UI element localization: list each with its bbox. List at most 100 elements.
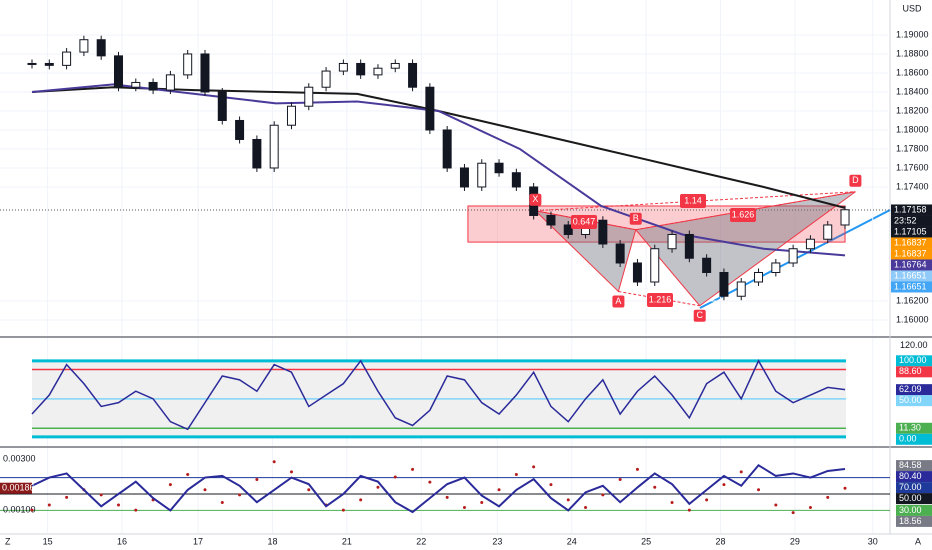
candle	[459, 167, 469, 188]
candle	[113, 55, 123, 88]
candle	[615, 243, 625, 264]
axis-badge	[896, 482, 932, 494]
axis-badge-label: 88.60	[899, 366, 922, 376]
indicator-dot	[584, 506, 588, 510]
indicator-dot	[359, 498, 363, 502]
candle	[269, 124, 279, 169]
candle	[390, 62, 400, 69]
y-tick-label: 1.18200	[896, 105, 929, 115]
pattern-label-box	[529, 193, 542, 206]
indicator-dot	[601, 493, 605, 497]
x-tick-label: 16	[117, 536, 127, 546]
candle	[321, 70, 331, 88]
indicator-dot	[30, 508, 34, 512]
candle	[546, 214, 556, 226]
indicator-dot	[705, 498, 709, 502]
indicator-line	[31, 463, 846, 514]
axis-badge	[891, 281, 932, 293]
axis-badge	[896, 355, 932, 367]
y-tick-label: 1.17800	[896, 143, 929, 153]
ratio-box	[571, 215, 597, 229]
x-tick-label: 25	[641, 536, 651, 546]
candle	[840, 209, 850, 226]
axis-badge-label: 84.58	[899, 460, 922, 470]
indicator-dot	[774, 503, 778, 507]
candle	[356, 62, 366, 76]
pattern-label-box	[849, 174, 862, 187]
axis-badge-label: 30.00	[899, 505, 922, 515]
candle	[650, 248, 660, 283]
axis-badge	[896, 433, 932, 445]
x-tick-label: 21	[342, 536, 352, 546]
candle	[373, 67, 383, 76]
candle	[719, 271, 729, 297]
indicator-dot	[670, 500, 674, 504]
axis-badge	[891, 248, 932, 260]
axis-badge-label: 80.40	[899, 471, 922, 481]
indicator-dot	[220, 500, 224, 504]
x-tick-label: 23	[492, 536, 502, 546]
indicator-dot	[428, 480, 432, 484]
y-tick-label-left: 0.00300	[3, 454, 36, 464]
axis-badge-label: 100.00	[899, 355, 927, 365]
axis-badge-label: 50.00	[899, 493, 922, 503]
indicator-dot	[376, 485, 380, 489]
candle	[286, 105, 296, 126]
candle	[563, 224, 573, 235]
ratio-label: 1.626	[732, 209, 755, 219]
indicator-dot	[653, 485, 657, 489]
axis-badge-label: 1.16837	[894, 248, 927, 258]
indicator-dot	[462, 506, 466, 510]
indicator-dot	[134, 508, 138, 512]
pattern-label: A	[615, 296, 621, 306]
y-tick-label: 1.17400	[896, 181, 929, 191]
x-tick-label: 28	[715, 536, 725, 546]
candle	[667, 233, 677, 250]
axis-badge	[896, 504, 932, 516]
candle	[494, 162, 504, 174]
indicator-dot	[203, 488, 207, 492]
indicator-dot	[255, 478, 259, 482]
candle	[425, 86, 435, 131]
y-tick-label: 1.18800	[896, 48, 929, 58]
axis-badge-label: 50.00	[899, 395, 922, 405]
axis-badge-label: 0.00186	[2, 483, 35, 493]
y-tick-label: 1.18400	[896, 86, 929, 96]
indicator-dot	[843, 486, 847, 490]
pattern-label: X	[532, 194, 538, 204]
countdown-badge	[891, 215, 932, 227]
candle	[200, 53, 210, 93]
axis-badge-label: 1.16651	[894, 281, 927, 291]
indicator-dot	[238, 493, 242, 497]
indicator-dot	[393, 475, 397, 479]
axis-badge	[896, 460, 932, 472]
indicator-dot	[566, 498, 570, 502]
axis-badge	[896, 366, 932, 378]
ratio-box	[730, 208, 756, 222]
y-tick-label: 1.18000	[896, 124, 929, 134]
candle	[477, 162, 487, 188]
moving-average	[31, 83, 846, 257]
indicator-dot	[791, 511, 795, 515]
ratio-label: 0.647	[573, 216, 596, 226]
indicator-dot	[186, 472, 190, 476]
candle	[442, 129, 452, 169]
axis-badge-label: 1.17158	[894, 204, 927, 214]
axis-badge	[896, 471, 932, 483]
pattern-label: C	[696, 310, 703, 320]
x-tick-label: 15	[43, 536, 53, 546]
indicator-dot	[480, 500, 484, 504]
indicator-dot	[532, 465, 536, 469]
corner-icon[interactable]: A	[915, 536, 921, 546]
candle	[44, 62, 54, 66]
axis-badge-label: 11.30	[899, 423, 921, 433]
candle	[788, 248, 798, 264]
axis-badge	[896, 515, 932, 527]
candle	[632, 262, 642, 283]
corner-icon[interactable]: Z	[5, 536, 11, 546]
x-tick-label: 24	[567, 536, 577, 546]
candle	[131, 81, 141, 88]
axis-badge-label: 70.00	[899, 482, 922, 492]
indicator-dot	[116, 503, 120, 507]
